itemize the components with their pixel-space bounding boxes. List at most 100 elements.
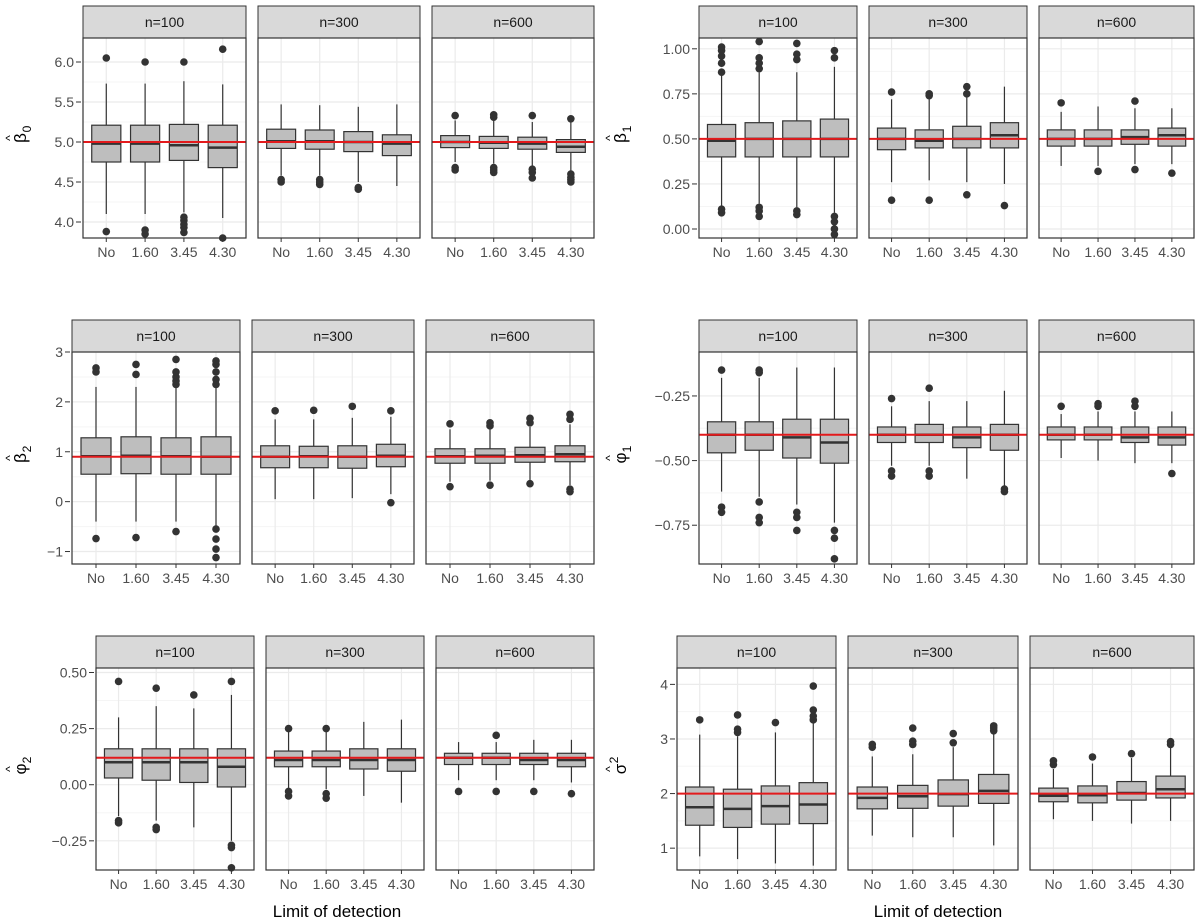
x-tick-label: 4.30 [821,244,848,260]
outlier-point [733,725,742,733]
y-tick-label: 0.50 [60,664,87,680]
panel-border [1038,351,1195,565]
facet-strip-label: n=600 [1092,644,1132,660]
x-tick-label: 1.60 [1079,876,1106,892]
facet-strip-label: n=100 [136,328,176,344]
y-tick-label: 0.25 [663,176,690,192]
x-tick-label: 3.45 [519,244,546,260]
outlier-point [322,789,330,798]
outlier-point [212,553,220,562]
outlier-point [887,394,896,403]
panel-phi1-3: n=600 No 1.60 3.45 4.30 [1038,319,1195,586]
boxplot-4.30 [381,104,412,186]
panel-beta2-1: n=100 No 1.60 3.45 4.30 [71,319,241,586]
box-iqr [1157,426,1187,446]
boxplot-No [706,43,737,217]
y-tick-label: 5.5 [55,94,75,110]
outlier-point [755,54,763,62]
y-tick-label: 0.50 [663,131,690,147]
x-tick-label: 3.45 [180,876,207,892]
outlier-point [172,368,180,376]
x-tick-label: 4.30 [218,876,245,892]
x-tick-label: 1.60 [916,244,943,260]
facet-strip [698,5,858,39]
panel-sigma2-2: n=300 No 1.60 3.45 4.30 [847,635,1019,892]
outlier-point [451,111,459,120]
y-axis-title-subscript: 2 [20,756,34,763]
outlier-point [755,498,763,506]
outlier-point [454,787,463,796]
panel-beta1-3: n=600 No 1.60 3.45 4.30 [1038,5,1195,260]
x-tick-label: 4.30 [991,570,1018,586]
x-tick-label: 3.45 [1121,570,1148,586]
outlier-point [284,787,293,796]
boxplot-1.60 [311,724,341,802]
x-tick-label: No [713,244,731,260]
y-axis-title-sigma2: σ^ 2 [603,756,630,774]
y-axis-title-subscript: 1 [620,125,634,132]
outlier-point [830,526,839,535]
facet-strip [868,319,1028,353]
outlier-point [925,384,933,392]
x-tick-label: 3.45 [783,244,810,260]
y-tick-label: 0 [55,494,63,510]
x-tick-label: 4.30 [377,570,404,586]
x-tick-label: 1.60 [306,244,333,260]
panel-background [1030,668,1194,870]
x-tick-label: No [266,570,284,586]
y-axis-title-symbol: β [11,453,30,463]
outlier-point [212,525,220,533]
panel-background [848,668,1018,870]
outlier-point [809,712,818,720]
outlier-point [717,503,726,511]
boxplot-4.30 [216,677,247,872]
box-iqr [782,418,812,459]
outlier-point [830,217,839,226]
outlier-point [717,59,726,68]
panel-border [257,37,421,239]
outlier-point [387,498,395,507]
x-tick-label: 4.30 [558,876,585,892]
outlier-point [733,711,742,719]
x-tick-label: 3.45 [783,570,810,586]
x-tick-label: 1.60 [916,570,943,586]
x-tick-label: No [883,570,901,586]
facet-strip-label: n=600 [1097,328,1137,344]
boxplot-1.60 [129,58,161,238]
box-iqr [1155,775,1186,799]
outlier-point [868,740,877,749]
box-iqr [1116,780,1147,801]
x-tick-label: 4.30 [202,570,229,586]
outlier-point [132,360,140,369]
y-axis-title-hat: ^ [603,135,617,141]
outlier-point [567,789,576,798]
outlier-point [218,45,227,53]
boxplot-3.45 [517,111,548,182]
panel-border [425,351,595,565]
boxplot-1.60 [896,724,929,838]
outlier-point [771,718,780,727]
x-tick-label: 1.60 [122,570,149,586]
outlier-point [489,111,498,119]
outlier-point [1000,201,1009,210]
outlier-point [492,787,500,796]
boxplot-3.45 [519,739,549,796]
box-iqr [1157,127,1187,147]
outlier-point [1094,167,1102,176]
outlier-point [277,175,285,184]
x-tick-label: No [272,244,290,260]
outlier-point [717,68,726,77]
x-tick-label: 3.45 [520,876,547,892]
outlier-point [830,225,839,233]
x-tick-label: No [1044,876,1062,892]
outlier-point [451,163,459,172]
x-tick-label: No [97,244,115,260]
y-tick-label: 0.00 [663,221,690,237]
outlier-point [925,90,933,98]
outlier-point [309,406,318,415]
x-tick-label: No [446,244,464,260]
outlier-point [284,724,293,733]
boxplot-1.60 [120,360,152,542]
y-axis-title-hat: ^ [3,135,17,141]
